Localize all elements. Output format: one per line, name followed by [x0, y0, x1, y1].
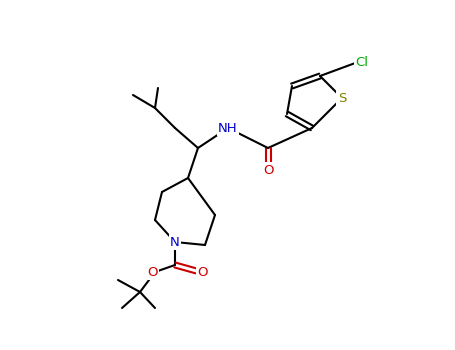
Text: N: N — [170, 236, 180, 248]
Text: O: O — [147, 266, 157, 279]
Text: Cl: Cl — [355, 56, 369, 69]
Text: O: O — [263, 163, 273, 176]
Text: S: S — [338, 91, 346, 105]
Text: O: O — [198, 266, 208, 279]
Text: NH: NH — [218, 121, 238, 134]
